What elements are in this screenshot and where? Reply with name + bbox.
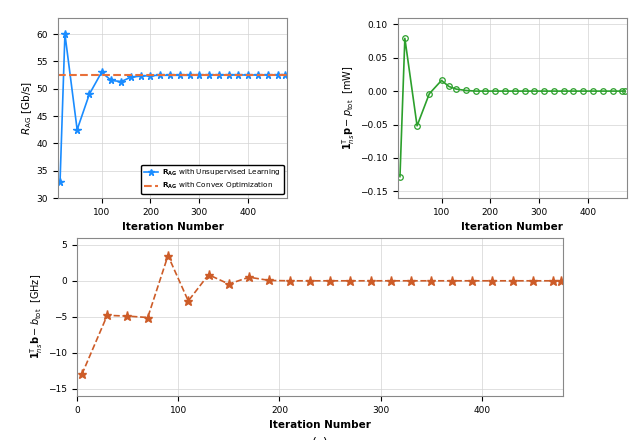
- Y-axis label: $\mathbf{1}_{ns}^{\mathrm{T}}\mathbf{p} - p_{\mathrm{tot}}$  [mW]: $\mathbf{1}_{ns}^{\mathrm{T}}\mathbf{p} …: [340, 66, 357, 150]
- Text: (c): (c): [312, 437, 328, 440]
- Text: (a): (a): [164, 263, 181, 276]
- X-axis label: Iteration Number: Iteration Number: [461, 222, 563, 232]
- X-axis label: Iteration Number: Iteration Number: [269, 420, 371, 430]
- X-axis label: Iteration Number: Iteration Number: [122, 222, 223, 232]
- Legend: $\mathbf{R_{AG}}$ with Unsupervised Learning, $\mathbf{R_{AG}}$ with Convex Opti: $\mathbf{R_{AG}}$ with Unsupervised Lear…: [141, 165, 284, 194]
- Text: (b): (b): [504, 263, 521, 276]
- Y-axis label: $R_{\mathrm{AG}}$ [Gb/s]: $R_{\mathrm{AG}}$ [Gb/s]: [20, 81, 33, 135]
- Y-axis label: $\mathbf{1}_{ns}^{\mathrm{T}}\mathbf{b} - b_{\mathrm{tot}}$  [GHz]: $\mathbf{1}_{ns}^{\mathrm{T}}\mathbf{b} …: [29, 274, 45, 359]
